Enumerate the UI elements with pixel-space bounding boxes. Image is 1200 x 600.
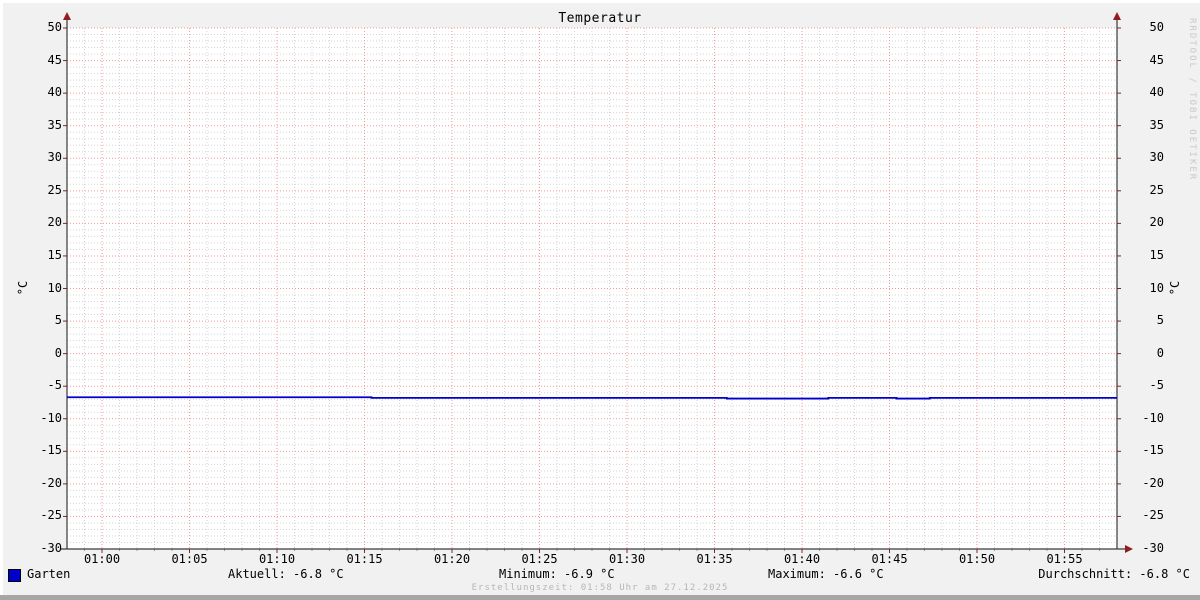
y-tick-label-left: 45 <box>47 52 62 67</box>
legend-row: Garten Aktuell: -6.8 °C Minimum: -6.9 °C… <box>0 567 1200 583</box>
y-tick-label-left: -25 <box>40 508 62 523</box>
x-tick-label: 01:50 <box>958 552 996 566</box>
y-tick-label-right: 20 <box>1149 215 1164 230</box>
series-color-swatch <box>8 569 21 582</box>
y-tick-label-right: -5 <box>1149 378 1164 393</box>
y-tick-label-right: -20 <box>1142 475 1164 490</box>
y-tick-label-right: -30 <box>1142 541 1164 555</box>
x-tick-label: 01:05 <box>171 552 208 566</box>
x-tick-label: 01:45 <box>871 552 908 566</box>
x-tick-label: 01:30 <box>608 552 646 566</box>
y-tick-label-right: -15 <box>1142 443 1164 458</box>
rrdtool-watermark: RRDTOOL / TOBI OETIKER <box>1187 18 1197 182</box>
y-tick-label-left: -30 <box>40 541 62 555</box>
y-tick-label-left: 20 <box>47 215 62 230</box>
axis-arrow-up-left <box>63 12 71 20</box>
x-tick-label: 01:15 <box>346 552 383 566</box>
y-tick-label-left: 40 <box>47 85 62 100</box>
y-tick-label-left: -10 <box>40 410 62 425</box>
y-tick-label-right: 45 <box>1149 52 1164 67</box>
y-tick-label-left: 50 <box>47 20 62 34</box>
y-tick-label-left: 30 <box>47 150 62 165</box>
y-tick-label-left: -5 <box>47 378 62 393</box>
x-tick-label: 01:00 <box>83 552 121 566</box>
stat-average: Durchschnitt: -6.8 °C <box>1038 567 1190 581</box>
y-tick-label-right: 30 <box>1149 150 1164 165</box>
x-tick-label: 01:55 <box>1046 552 1083 566</box>
y-tick-label-left: 0 <box>54 345 62 360</box>
horizontal-scrollbar[interactable] <box>0 595 1200 600</box>
axis-arrow-right <box>1125 545 1133 553</box>
x-tick-label: 01:10 <box>258 552 296 566</box>
stat-maximum: Maximum: -6.6 °C <box>768 567 884 581</box>
y-tick-label-left: -20 <box>40 475 62 490</box>
y-tick-label-right: 10 <box>1149 280 1164 295</box>
x-tick-label: 01:35 <box>696 552 733 566</box>
y-tick-label-left: 10 <box>47 280 62 295</box>
creation-timestamp: Erstellungszeit: 01:58 Uhr am 27.12.2025 <box>471 583 729 593</box>
legend-series-name: Garten <box>27 567 71 581</box>
y-tick-label-left: 35 <box>47 117 62 132</box>
y-tick-label-right: 0 <box>1156 345 1164 360</box>
y-tick-label-right: -10 <box>1142 410 1164 425</box>
y-tick-label-right: 40 <box>1149 85 1164 100</box>
y-axis-unit-label-left: °C <box>16 280 31 296</box>
y-tick-label-left: -15 <box>40 443 62 458</box>
y-tick-label-left: 25 <box>47 182 62 197</box>
y-tick-label-left: 5 <box>54 313 62 328</box>
axis-arrow-up-right <box>1113 12 1121 20</box>
stat-minimum: Minimum: -6.9 °C <box>499 567 615 581</box>
x-tick-label: 01:20 <box>433 552 471 566</box>
y-axis-unit-label-right: °C <box>1168 280 1183 296</box>
series-line <box>67 396 1117 400</box>
chart-title: Temperatur <box>558 11 642 26</box>
y-tick-label-right: 50 <box>1149 20 1164 34</box>
y-tick-label-right: 25 <box>1149 182 1164 197</box>
stat-current: Aktuell: -6.8 °C <box>228 567 344 581</box>
y-tick-label-right: 5 <box>1156 313 1164 328</box>
y-tick-label-right: -25 <box>1142 508 1164 523</box>
y-tick-label-right: 15 <box>1149 247 1164 262</box>
x-tick-label: 01:40 <box>783 552 821 566</box>
y-tick-label-left: 15 <box>47 247 62 262</box>
x-tick-label: 01:25 <box>521 552 558 566</box>
y-tick-label-right: 35 <box>1149 117 1164 132</box>
